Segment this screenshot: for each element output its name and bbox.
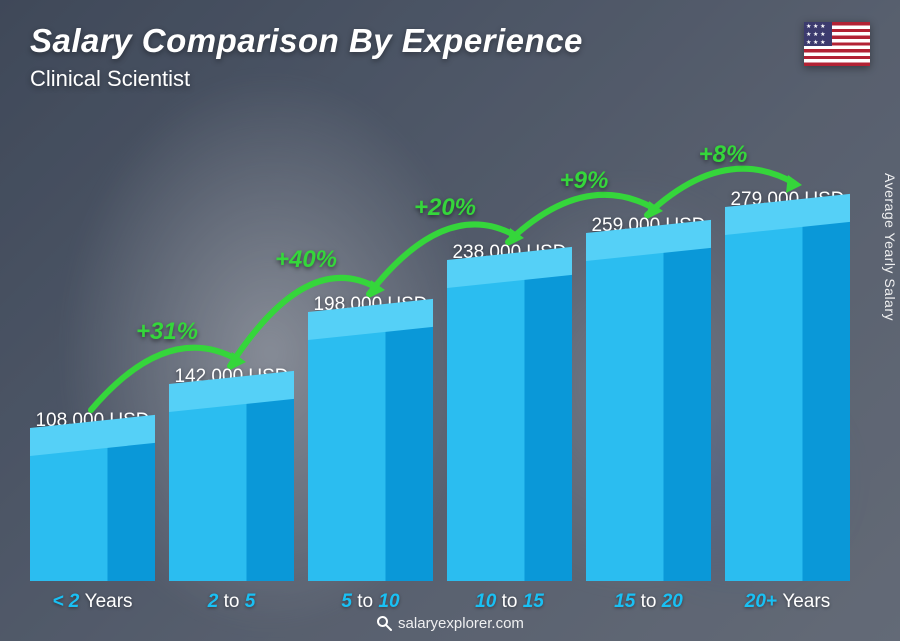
bar-group: 279,000 USD (725, 189, 850, 581)
search-icon (376, 615, 392, 635)
x-axis: < 2 Years 2 to 5 5 to 10 10 to 15 15 to 20 20… (30, 591, 850, 613)
bar-group: 108,000 USD (30, 410, 155, 581)
bar-group: 259,000 USD (586, 215, 711, 581)
bar (447, 274, 572, 581)
x-axis-label: 5 to 10 (308, 591, 433, 613)
bar (725, 221, 850, 581)
page-title: Salary Comparison By Experience (30, 22, 870, 60)
bar (308, 326, 433, 581)
header: Salary Comparison By Experience Clinical… (30, 22, 870, 92)
bar-group: 238,000 USD (447, 242, 572, 581)
salary-bar-chart: 108,000 USD142,000 USD198,000 USD238,000… (30, 111, 850, 581)
bar (586, 247, 711, 581)
bar-group: 198,000 USD (308, 294, 433, 581)
bar (30, 442, 155, 581)
growth-percent-label: +31% (136, 318, 198, 346)
x-axis-label: 2 to 5 (169, 591, 294, 613)
x-axis-label: 10 to 15 (447, 591, 572, 613)
x-axis-label: < 2 Years (30, 591, 155, 613)
bar (169, 398, 294, 581)
growth-percent-label: +8% (699, 141, 748, 169)
footer-site: salaryexplorer.com (398, 615, 524, 632)
growth-percent-label: +20% (414, 194, 476, 222)
growth-percent-label: +9% (560, 167, 609, 195)
footer: salaryexplorer.com (0, 615, 900, 635)
growth-percent-label: +40% (275, 246, 337, 274)
y-axis-label: Average Yearly Salary (882, 173, 898, 321)
x-axis-label: 15 to 20 (586, 591, 711, 613)
x-axis-label: 20+ Years (725, 591, 850, 613)
us-flag-icon (804, 22, 870, 66)
page-subtitle: Clinical Scientist (30, 66, 870, 92)
bar-group: 142,000 USD (169, 366, 294, 581)
